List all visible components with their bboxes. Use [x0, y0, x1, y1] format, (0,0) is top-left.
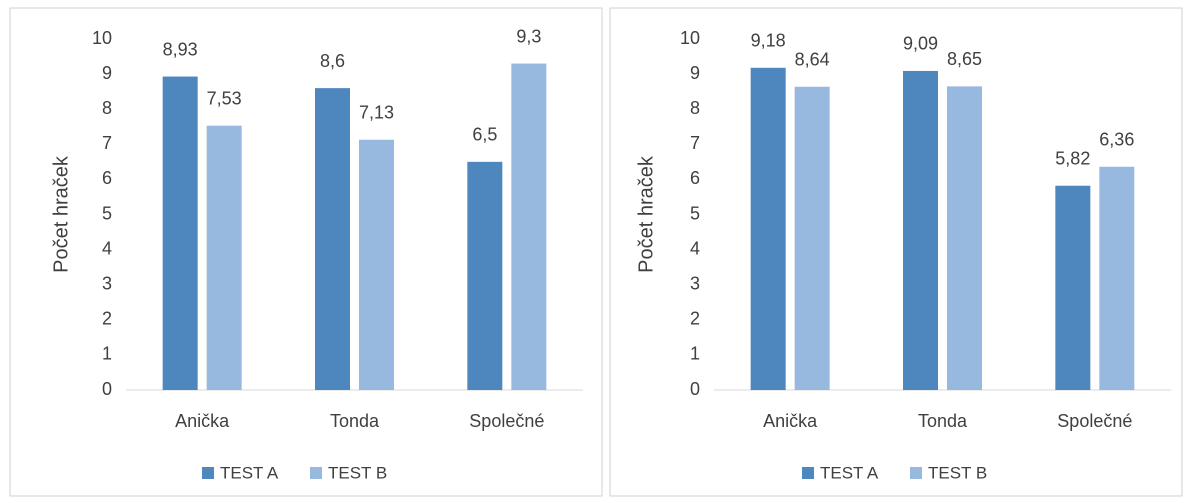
bar [315, 88, 350, 390]
bar [794, 86, 830, 391]
y-tick-label: 7 [102, 133, 112, 153]
bar [750, 67, 786, 391]
data-label: 8,6 [320, 51, 345, 71]
y-tick-label: 2 [690, 309, 700, 329]
y-tick-label: 4 [102, 238, 112, 258]
y-tick-label: 10 [92, 28, 112, 48]
data-label: 6,36 [1099, 130, 1134, 150]
data-label: 9,09 [903, 34, 938, 54]
legend-swatch [202, 467, 214, 479]
y-tick-label: 0 [102, 379, 112, 399]
x-tick-label: Anička [763, 411, 818, 431]
data-label: 5,82 [1055, 148, 1090, 168]
legend-swatch [910, 467, 922, 479]
y-tick-label: 8 [690, 98, 700, 118]
y-tick-label: 0 [690, 379, 700, 399]
legend-swatch [310, 467, 322, 479]
y-tick-label: 5 [690, 203, 700, 223]
y-tick-label: 9 [690, 63, 700, 83]
y-tick-label: 7 [690, 133, 700, 153]
y-tick-label: 2 [102, 309, 112, 329]
y-tick-label: 10 [680, 28, 700, 48]
x-tick-label: Tonda [918, 411, 968, 431]
y-tick-label: 8 [102, 98, 112, 118]
y-tick-label: 3 [102, 273, 112, 293]
data-label: 9,3 [516, 26, 541, 46]
x-tick-label: Společné [1057, 411, 1132, 431]
bar [1099, 166, 1135, 390]
data-label: 6,5 [472, 125, 497, 145]
x-tick-label: Tonda [330, 411, 380, 431]
y-tick-label: 3 [690, 273, 700, 293]
bar [162, 76, 198, 390]
bar [1055, 185, 1091, 390]
bar [511, 63, 547, 390]
y-axis-label: Počet hraček [635, 155, 657, 273]
data-label: 9,18 [751, 31, 786, 51]
x-tick-label: Společné [469, 411, 544, 431]
x-tick-label: Anička [175, 411, 230, 431]
legend-swatch [802, 467, 814, 479]
panel-border [609, 7, 1183, 497]
data-label: 7,13 [359, 102, 394, 122]
data-label: 7,53 [207, 88, 242, 108]
y-axis-label: Počet hraček [50, 155, 72, 273]
y-tick-label: 4 [690, 238, 700, 258]
y-tick-label: 6 [102, 168, 112, 188]
panel-border [9, 7, 603, 497]
data-label: 8,64 [795, 49, 830, 69]
y-tick-label: 1 [690, 344, 700, 364]
legend-label: TEST A [820, 463, 879, 482]
legend-label: TEST A [220, 463, 279, 482]
y-tick-label: 9 [102, 63, 112, 83]
legend-label: TEST B [328, 463, 387, 482]
bar [467, 161, 503, 390]
y-tick-label: 1 [102, 344, 112, 364]
bar [359, 139, 394, 390]
legend-label: TEST B [928, 463, 987, 482]
data-label: 8,65 [947, 49, 982, 69]
bar [903, 70, 938, 390]
bar [947, 86, 982, 390]
y-tick-label: 5 [102, 203, 112, 223]
bar [206, 125, 242, 391]
y-tick-label: 6 [690, 168, 700, 188]
data-label: 8,93 [163, 39, 198, 59]
